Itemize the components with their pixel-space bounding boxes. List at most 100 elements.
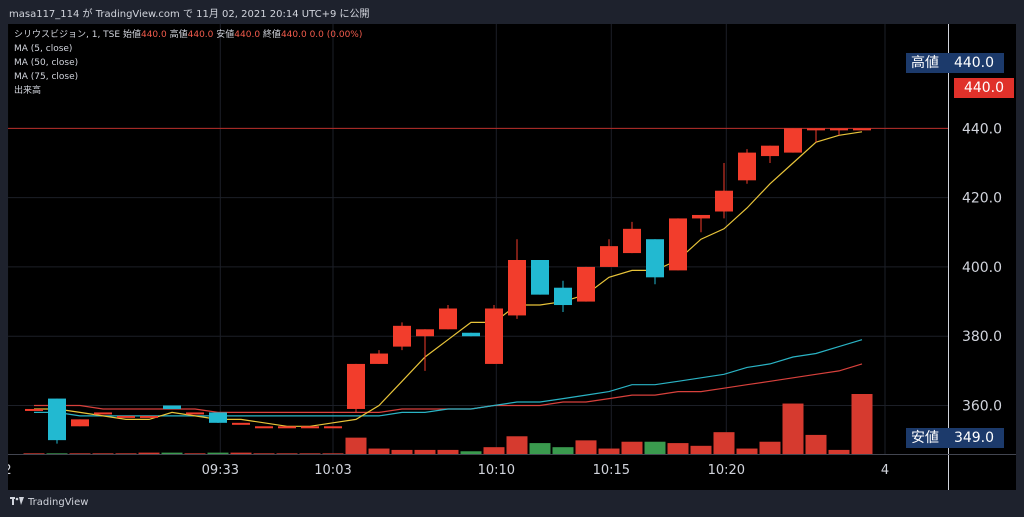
candle-body (692, 214, 710, 219)
candle (278, 426, 296, 429)
volume-bar (23, 453, 45, 454)
candle (48, 398, 66, 444)
volume-bar (529, 443, 551, 454)
candle (807, 128, 825, 143)
high-tag-value: 440.0 (953, 55, 995, 71)
volume-bar (598, 448, 620, 454)
time-tick-label: 10:15 (593, 463, 630, 478)
volume-bar (230, 452, 252, 454)
publish-caption-bar: masa117_114 が TradingView.com で 11月 02, … (0, 0, 1024, 24)
volume-bar (483, 447, 505, 454)
chart-legend: シリウスビジョン, 1, TSE 始値440.0 高値440.0 安値440.0… (14, 28, 362, 98)
candle (71, 419, 89, 427)
candle-body (623, 228, 641, 254)
legend-volume[interactable]: 出来高 (14, 86, 42, 96)
volume-bars (23, 394, 873, 454)
candle (324, 426, 342, 429)
legend-open-value: 440.0 (140, 30, 167, 40)
publish-caption: masa117_114 が TradingView.com で 11月 02, … (9, 9, 370, 20)
candle-body (715, 190, 733, 212)
candle-body (255, 426, 273, 429)
candle (531, 260, 549, 295)
ma50-line (34, 339, 863, 417)
low-price-tag: 安値 349.0 (906, 428, 1004, 448)
candle (485, 305, 503, 364)
candle (255, 426, 273, 429)
candle-body (807, 128, 825, 131)
legend-symbol-row: シリウスビジョン, 1, TSE 始値440.0 高値440.0 安値440.0… (14, 28, 362, 42)
candle-body (25, 408, 43, 411)
candle-body (140, 415, 158, 418)
candle-body (71, 419, 89, 427)
price-tick-label: 360.0 (962, 399, 1002, 415)
candle (692, 214, 710, 233)
candle-body (439, 308, 457, 330)
legend-ma50[interactable]: MA (50, close) (14, 58, 79, 68)
candle (94, 412, 112, 415)
price-chart[interactable]: 360.0 380.0 400.0 420.0 440.0 2 09:33 10:03 10:1… (8, 24, 1016, 490)
candle-body (232, 422, 250, 425)
volume-bar (460, 451, 482, 454)
time-tick-label: 10:10 (478, 463, 515, 478)
candle (393, 322, 411, 351)
price-tick-label: 440.0 (962, 121, 1002, 137)
last-price-tag: 440.0 (954, 78, 1014, 98)
candle (416, 329, 434, 371)
candle (623, 221, 641, 254)
tradingview-logo-icon (10, 497, 24, 505)
volume-bar (506, 436, 528, 454)
candle (669, 218, 687, 271)
candle (301, 426, 319, 429)
volume-bar (391, 449, 413, 454)
volume-bar (437, 449, 459, 454)
legend-ma5[interactable]: MA (5, close) (14, 44, 73, 54)
candle-body (393, 325, 411, 347)
volume-bar (276, 453, 298, 454)
candle (117, 415, 135, 418)
high-tag-label: 高値 (911, 55, 939, 71)
candle-body (554, 287, 572, 306)
volume-bar (253, 453, 275, 454)
candle (600, 239, 618, 267)
time-tick-label: 2 (8, 463, 12, 478)
candle-body (163, 405, 181, 409)
candle-body (830, 128, 848, 131)
candle-body (370, 353, 388, 364)
legend-close-value: 440.0 (280, 30, 307, 40)
legend-close-label: 終値 (262, 30, 281, 40)
candle (370, 350, 388, 364)
volume-bar (299, 453, 321, 454)
volume-bar (713, 432, 735, 454)
volume-bar (138, 452, 160, 454)
ma5-line (34, 131, 863, 427)
time-tick-label: 10:20 (708, 463, 745, 478)
volume-bar (736, 448, 758, 454)
legend-low-value: 440.0 (234, 30, 261, 40)
candle (577, 266, 595, 302)
volume-bar (690, 445, 712, 454)
candle (715, 163, 733, 219)
candle (761, 145, 779, 163)
volume-bar (368, 448, 390, 454)
candle-body (186, 412, 204, 415)
candle (163, 405, 181, 409)
price-tick-label: 400.0 (962, 260, 1002, 276)
volume-bar (46, 453, 68, 454)
candle (554, 280, 572, 312)
price-tick-label: 380.0 (962, 329, 1002, 345)
candle (140, 415, 158, 418)
candle (232, 422, 250, 425)
candle (186, 412, 204, 415)
low-tag-value: 349.0 (953, 430, 995, 446)
candle (462, 332, 480, 337)
legend-ma75[interactable]: MA (75, close) (14, 72, 79, 82)
candle-body (761, 145, 779, 157)
candle-body (646, 239, 664, 278)
chart-frame[interactable]: 360.0 380.0 400.0 420.0 440.0 2 09:33 10:03 10:1… (8, 24, 1016, 490)
time-tick-label: 09:33 (202, 463, 239, 478)
volume-bar (759, 441, 781, 454)
volume-bar (184, 453, 206, 454)
candle-body (600, 246, 618, 267)
volume-bar (92, 453, 114, 454)
candle-body (462, 332, 480, 337)
